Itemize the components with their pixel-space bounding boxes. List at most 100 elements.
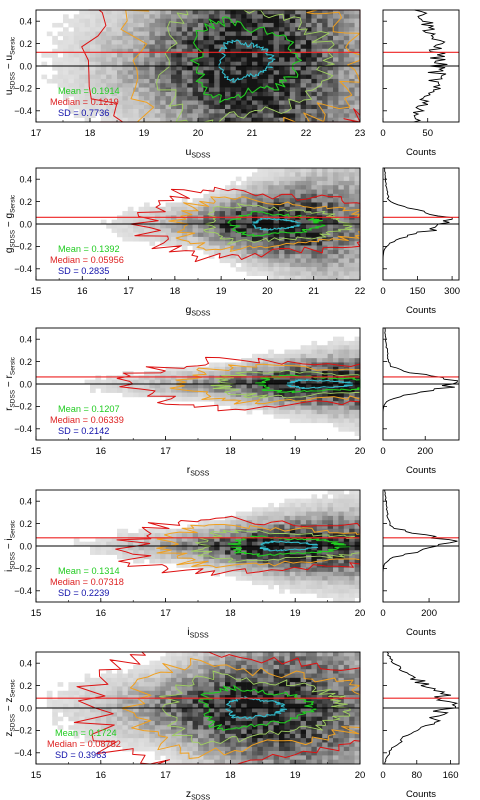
density-cell — [306, 35, 312, 41]
density-cell — [230, 703, 237, 709]
density-cell — [111, 703, 118, 709]
density-cell — [214, 384, 220, 389]
density-cell — [354, 83, 361, 88]
density-cell — [117, 379, 123, 385]
density-cell — [289, 690, 296, 696]
density-cell — [73, 720, 80, 726]
density-cell — [79, 703, 85, 709]
density-cell — [338, 345, 345, 350]
density-cell — [284, 185, 291, 190]
density-cell — [219, 401, 226, 406]
density-cell — [219, 113, 226, 118]
density-cell — [198, 22, 204, 28]
density-cell — [279, 405, 285, 411]
density-cell — [230, 729, 237, 735]
density-cell — [343, 35, 350, 41]
density-cell — [203, 528, 210, 534]
density-cell — [122, 27, 129, 32]
density-cell — [322, 686, 328, 692]
density-cell — [160, 117, 166, 123]
density-cell — [230, 258, 237, 264]
density-cell — [203, 18, 210, 24]
density-cell — [343, 100, 350, 106]
density-cell — [295, 232, 301, 238]
density-cell — [322, 742, 328, 748]
density-cell — [198, 53, 204, 58]
density-cell — [225, 686, 231, 692]
density-cell — [192, 669, 199, 674]
density-cell — [41, 53, 48, 58]
density-cell — [225, 673, 231, 679]
density-cell — [284, 117, 291, 123]
density-cell — [154, 716, 161, 722]
density-cell — [300, 708, 307, 713]
density-cell — [252, 511, 258, 517]
density-cell — [354, 202, 361, 208]
density-cell — [295, 35, 301, 41]
density-cell — [165, 677, 172, 683]
density-cell — [333, 74, 339, 80]
y-tick-label: 0.0 — [19, 379, 32, 389]
density-cell — [176, 27, 183, 32]
density-cell — [106, 729, 112, 735]
density-cell — [343, 232, 350, 238]
density-cell — [144, 375, 150, 380]
density-cell — [311, 35, 318, 41]
density-cell — [144, 44, 150, 50]
density-cell — [171, 113, 177, 118]
density-cell — [257, 375, 264, 380]
density-cell — [176, 366, 183, 372]
density-cell — [144, 388, 150, 393]
density-cell — [257, 511, 264, 517]
density-cell — [208, 524, 215, 530]
density-cell — [273, 669, 280, 674]
hist-tick-label: 200 — [421, 608, 437, 619]
density-cell — [235, 27, 242, 32]
density-cell — [306, 669, 312, 674]
density-cell — [133, 61, 139, 67]
density-cell — [322, 502, 328, 508]
density-cell — [273, 362, 280, 368]
density-cell — [279, 716, 285, 722]
density-cell — [181, 656, 188, 661]
density-cell — [57, 695, 64, 700]
density-cell — [171, 699, 177, 704]
density-cell — [306, 224, 312, 229]
density-cell — [57, 40, 64, 45]
density-cell — [208, 202, 215, 208]
density-cell — [214, 554, 220, 560]
density-cell — [311, 677, 318, 683]
density-cell — [154, 669, 161, 674]
density-cell — [311, 57, 318, 62]
density-cell — [181, 729, 188, 735]
density-cell — [257, 104, 264, 110]
density-cell — [273, 520, 280, 525]
density-cell — [273, 249, 280, 255]
density-cell — [117, 528, 123, 534]
density-cell — [327, 100, 334, 106]
density-cell — [343, 593, 350, 598]
density-cell — [192, 699, 199, 704]
density-cell — [300, 113, 307, 118]
density-cell — [268, 70, 274, 75]
density-cell — [127, 554, 134, 560]
density-cell — [327, 733, 334, 739]
density-cell — [289, 249, 296, 255]
density-cell — [144, 703, 150, 709]
density-cell — [171, 755, 177, 760]
density-cell — [333, 241, 339, 246]
density-cell — [311, 755, 318, 760]
density-cell — [154, 703, 161, 709]
density-cell — [300, 567, 307, 573]
density-cell — [279, 571, 285, 577]
density-cell — [79, 66, 85, 71]
density-cell — [316, 168, 323, 173]
density-cell — [127, 211, 134, 216]
density-cell — [300, 703, 307, 709]
density-cell — [349, 172, 355, 177]
density-cell — [306, 40, 312, 45]
density-cell — [349, 388, 355, 393]
density-cell — [106, 100, 112, 106]
density-cell — [327, 669, 334, 674]
density-cell — [219, 733, 226, 739]
